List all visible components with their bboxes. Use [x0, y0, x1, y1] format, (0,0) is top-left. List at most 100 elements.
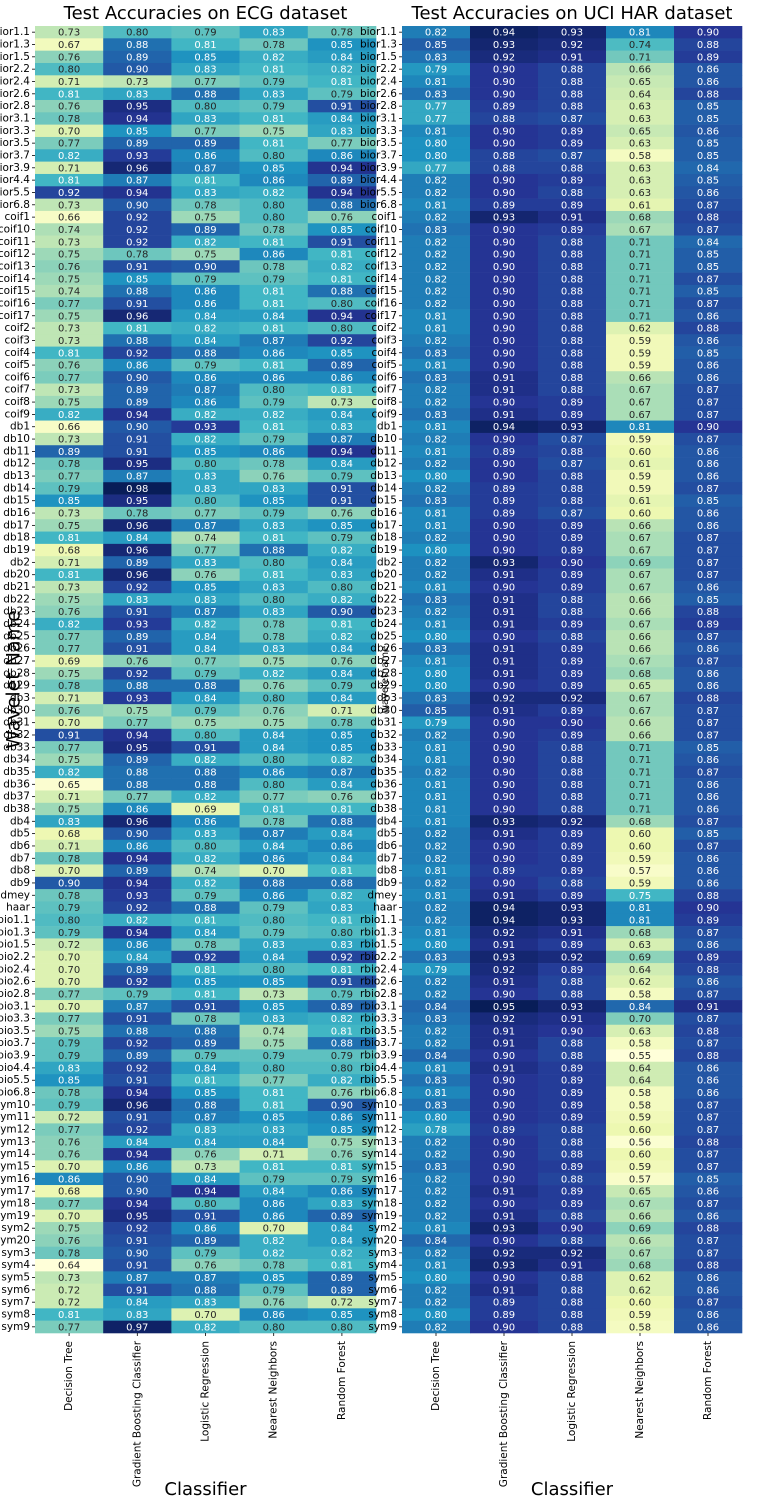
heatmap-cell	[606, 1209, 675, 1223]
heatmap-cell	[103, 371, 172, 384]
cell-label: 0.90	[126, 65, 148, 76]
heatmap-cell	[307, 963, 377, 976]
cell-label: 0.82	[263, 52, 285, 63]
heatmap-cell	[35, 728, 104, 742]
heatmap-cell	[239, 889, 309, 902]
cell-label: 0.89	[493, 509, 515, 520]
cell-label: 0.81	[194, 40, 216, 51]
cell-label: 0.85	[697, 287, 719, 298]
cell-label: 0.68	[58, 1187, 80, 1198]
cell-label: 0.94	[331, 447, 353, 458]
cell-label: 0.86	[697, 804, 719, 815]
heatmap-cell	[239, 198, 309, 212]
heatmap-cell	[402, 617, 471, 631]
cell-label: 0.83	[194, 1125, 216, 1136]
y-tick-label: rbio4.4	[360, 1062, 397, 1074]
cell-label: 0.89	[493, 484, 515, 495]
heatmap-cell	[307, 975, 377, 989]
cell-label: 0.90	[126, 1187, 148, 1198]
heatmap-cell	[606, 297, 675, 310]
heatmap-cell	[103, 593, 172, 606]
heatmap-cell	[171, 938, 240, 952]
heatmap-cell	[171, 531, 240, 545]
heatmap-cell	[171, 667, 240, 680]
heatmap-cell	[470, 1000, 539, 1013]
heatmap-cell	[402, 926, 471, 939]
y-tick-label: rbio3.7	[0, 1037, 30, 1049]
cell-label: 0.70	[58, 866, 80, 877]
heatmap-cell	[674, 469, 743, 483]
heatmap-cell	[674, 432, 743, 446]
heatmap-cell	[239, 1246, 309, 1260]
heatmap-cell	[239, 691, 309, 705]
cell-label: 0.82	[425, 1026, 447, 1037]
heatmap-cell	[103, 1222, 172, 1235]
cell-label: 0.89	[561, 891, 583, 902]
cell-label: 0.88	[561, 324, 583, 335]
cell-label: 0.80	[331, 299, 353, 310]
heatmap-cell	[307, 580, 377, 594]
heatmap-cell	[307, 1320, 377, 1334]
heatmap-cell	[239, 1320, 309, 1334]
y-tick-label: db8	[377, 865, 397, 877]
heatmap-cell	[606, 667, 675, 680]
cell-label: 0.87	[697, 706, 719, 717]
heatmap-cell	[171, 679, 240, 693]
y-tick-label: db25	[3, 630, 30, 642]
y-tick-label: db7	[10, 852, 30, 864]
cell-label: 0.93	[493, 1261, 515, 1272]
cell-label: 0.86	[697, 1076, 719, 1087]
cell-label: 0.75	[331, 1137, 353, 1148]
heatmap-cell	[402, 272, 471, 286]
heatmap-cell	[402, 593, 471, 606]
cell-label: 0.85	[331, 1310, 353, 1321]
cell-label: 0.89	[493, 496, 515, 507]
heatmap-cell	[103, 876, 172, 890]
heatmap-cell	[470, 543, 539, 557]
heatmap-cell	[470, 679, 539, 693]
cell-label: 0.93	[561, 1002, 583, 1013]
heatmap-cell	[538, 1098, 607, 1112]
cell-label: 0.75	[194, 213, 216, 224]
cell-label: 0.86	[697, 77, 719, 88]
heatmap-cell	[35, 408, 104, 421]
cell-label: 0.91	[493, 669, 515, 680]
heatmap-cell	[606, 889, 675, 902]
y-tick-label: coif8	[372, 396, 398, 408]
cell-label: 0.85	[697, 102, 719, 113]
heatmap-cell	[538, 1160, 607, 1174]
cell-label: 0.88	[126, 40, 148, 51]
cell-label: 0.71	[629, 767, 651, 778]
cell-label: 0.85	[425, 40, 447, 51]
y-tick-label: coif6	[5, 371, 31, 383]
cell-label: 0.82	[194, 435, 216, 446]
heatmap-cell	[239, 469, 309, 483]
heatmap-cell	[402, 482, 471, 495]
heatmap-cell	[307, 1000, 377, 1013]
cell-label: 0.78	[331, 28, 353, 39]
cell-label: 0.85	[126, 126, 148, 137]
heatmap-cell	[239, 186, 309, 199]
heatmap-cell	[674, 1172, 743, 1186]
cell-label: 0.91	[561, 213, 583, 224]
cell-label: 0.81	[194, 989, 216, 1000]
heatmap-cell	[35, 642, 104, 656]
cell-label: 0.75	[263, 126, 285, 137]
heatmap-cell	[606, 149, 675, 162]
cell-label: 0.75	[58, 755, 80, 766]
cell-label: 0.86	[194, 817, 216, 828]
cell-label: 0.81	[425, 126, 447, 137]
heatmap-cell	[606, 975, 675, 989]
heatmap-cell	[402, 716, 471, 730]
cell-label: 0.79	[331, 533, 353, 544]
y-tick-label: db37	[370, 791, 397, 803]
cell-label: 0.79	[331, 1051, 353, 1062]
heatmap-cell	[239, 1049, 309, 1063]
heatmap-cell	[538, 198, 607, 212]
cell-label: 0.83	[263, 521, 285, 532]
cell-label: 0.81	[425, 743, 447, 754]
cell-label: 0.93	[126, 891, 148, 902]
cell-label: 0.71	[629, 743, 651, 754]
cell-label: 0.93	[561, 28, 583, 39]
heatmap-cell	[674, 1296, 743, 1309]
